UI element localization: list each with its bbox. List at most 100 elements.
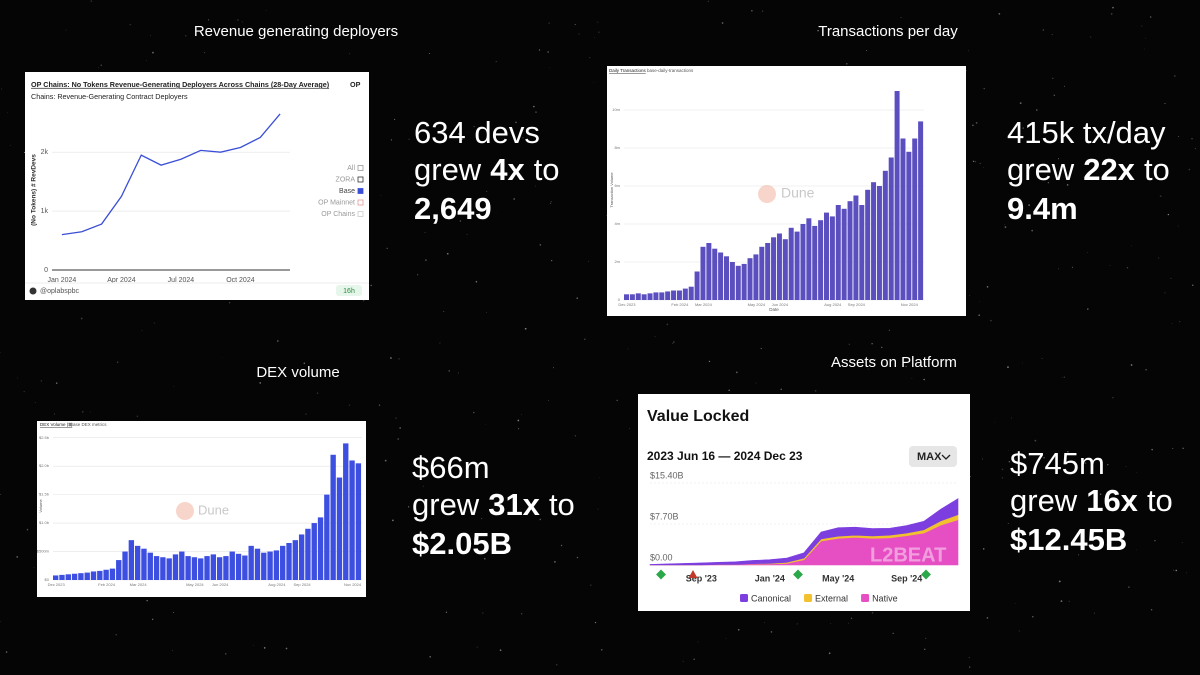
star [173,385,175,387]
star [468,131,469,133]
panel-heading: Revenue generating deployers [194,23,398,40]
chart-card [25,72,369,300]
bar [888,157,894,300]
star [728,389,730,391]
star [673,341,675,343]
bar [759,246,765,300]
bar [305,528,311,580]
star [397,438,399,440]
star [627,348,629,350]
star [574,435,576,437]
bar [641,294,647,300]
star [1022,362,1023,364]
bar [818,220,824,300]
bar [59,574,65,580]
bar [865,189,871,300]
star [277,340,279,342]
star [1071,266,1073,268]
star [394,118,396,120]
star [263,647,266,649]
x-tick-label: Jul 2024 [168,277,195,284]
star [34,402,36,403]
star [495,61,497,63]
star [1053,94,1055,96]
y-tick-label: 2m [614,259,620,264]
star [1062,376,1064,378]
bar [782,239,788,300]
bar [665,291,671,300]
stat-factor: 22x [1083,152,1135,187]
star [1111,128,1114,131]
bar [204,556,210,580]
star [424,232,426,234]
star [150,34,151,36]
star [136,415,139,418]
bar [53,575,59,580]
star [1058,580,1061,583]
star [539,518,542,521]
star [317,392,319,394]
stat-to: to [1147,483,1173,518]
chart-subtitle: 2023 Jun 16 — 2024 Dec 23 [647,449,803,463]
star [925,637,927,639]
star [486,312,487,313]
star [836,35,839,38]
stat-growth: grew 16x to [1010,483,1173,518]
bar [771,237,777,300]
star [81,411,84,413]
star [472,411,475,414]
event-marker [793,569,803,580]
star [1074,460,1076,462]
bar [198,558,204,580]
bar [128,540,135,580]
star [735,371,738,374]
y-tick-label: $2.0b [39,463,50,468]
star [515,121,517,124]
star [408,138,410,140]
star [521,413,523,415]
star [549,202,552,205]
stat-result: $2.05B [412,526,512,561]
range-button [909,446,957,467]
y-tick-label: $500m [37,549,50,554]
bar [103,569,109,580]
star [760,347,762,350]
star [1130,364,1133,366]
star [1194,147,1197,150]
star [80,317,83,320]
star [1145,369,1147,371]
star [983,88,985,90]
y-tick-label: 0 [44,267,48,274]
chevron [941,454,951,460]
star [1035,109,1038,111]
star [90,0,92,2]
star [554,561,556,563]
bar [806,218,812,300]
legend-swatch [357,176,364,183]
bar [776,233,782,300]
star [892,632,894,634]
star [556,664,558,666]
star [392,519,394,522]
star [524,327,527,330]
x-tick-label: Sep '23 [686,573,717,583]
star [598,31,600,33]
star [764,622,765,623]
y-axis-label: Volume [38,499,43,513]
star [845,62,848,65]
star [547,51,549,53]
star [708,360,711,363]
star [1191,138,1193,140]
star [770,631,773,633]
star [380,195,382,197]
star [1185,572,1187,574]
bar [841,208,847,300]
source-icon [29,287,37,295]
star [265,10,267,11]
bar [729,262,735,300]
bar [349,460,355,580]
star [1107,464,1109,466]
star [923,378,925,381]
star [475,280,478,283]
star [129,23,132,26]
